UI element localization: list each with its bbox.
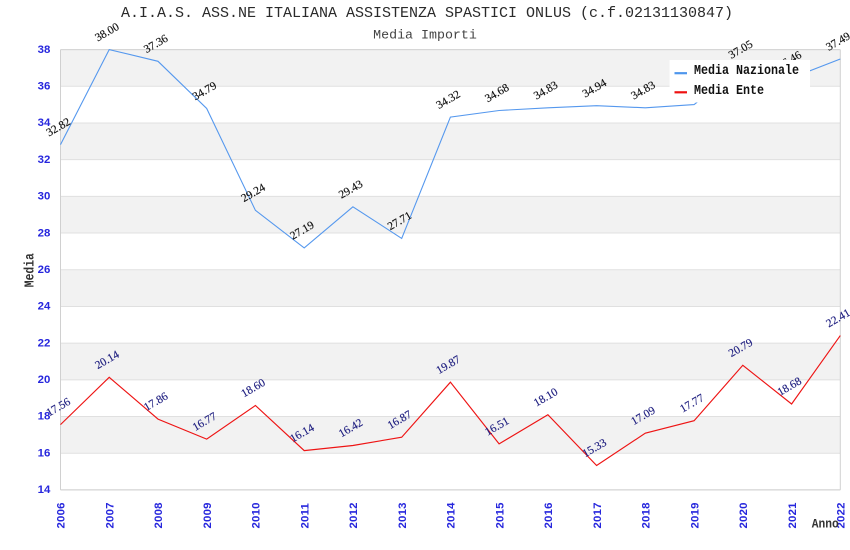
svg-text:2008: 2008 bbox=[153, 502, 165, 528]
svg-text:Media Importi: Media Importi bbox=[373, 27, 477, 42]
svg-text:2012: 2012 bbox=[348, 502, 360, 528]
svg-text:2007: 2007 bbox=[104, 502, 116, 528]
svg-text:2010: 2010 bbox=[251, 502, 263, 528]
svg-text:22: 22 bbox=[38, 337, 51, 349]
svg-text:2018: 2018 bbox=[641, 502, 653, 528]
svg-text:2006: 2006 bbox=[56, 502, 68, 528]
svg-text:2015: 2015 bbox=[494, 502, 506, 529]
svg-text:30: 30 bbox=[38, 191, 51, 203]
svg-text:2009: 2009 bbox=[202, 502, 214, 528]
svg-text:32: 32 bbox=[38, 154, 51, 166]
svg-text:38: 38 bbox=[38, 44, 51, 56]
svg-text:34: 34 bbox=[38, 117, 51, 129]
svg-text:2016: 2016 bbox=[543, 502, 555, 528]
svg-text:2020: 2020 bbox=[738, 502, 750, 528]
svg-text:2013: 2013 bbox=[397, 502, 409, 528]
svg-text:26: 26 bbox=[38, 264, 51, 276]
svg-text:2019: 2019 bbox=[689, 502, 701, 528]
svg-text:Anno: Anno bbox=[812, 518, 839, 532]
svg-text:2022: 2022 bbox=[836, 502, 848, 528]
svg-text:Media Ente: Media Ente bbox=[694, 84, 764, 99]
svg-text:2021: 2021 bbox=[787, 502, 799, 529]
svg-text:36: 36 bbox=[38, 81, 51, 93]
svg-text:2017: 2017 bbox=[592, 502, 604, 528]
svg-text:16: 16 bbox=[38, 447, 51, 459]
svg-text:20: 20 bbox=[38, 374, 51, 386]
svg-text:Media: Media bbox=[24, 253, 39, 287]
svg-text:Media Nazionale: Media Nazionale bbox=[694, 64, 799, 79]
svg-text:18: 18 bbox=[38, 411, 51, 423]
svg-text:2011: 2011 bbox=[299, 503, 311, 529]
svg-text:28: 28 bbox=[38, 227, 51, 239]
svg-text:14: 14 bbox=[38, 484, 51, 496]
svg-text:24: 24 bbox=[38, 301, 51, 313]
svg-text:2014: 2014 bbox=[446, 502, 458, 529]
svg-text:A.I.A.S. ASS.NE ITALIANA ASSIS: A.I.A.S. ASS.NE ITALIANA ASSISTENZA SPAS… bbox=[121, 5, 733, 22]
